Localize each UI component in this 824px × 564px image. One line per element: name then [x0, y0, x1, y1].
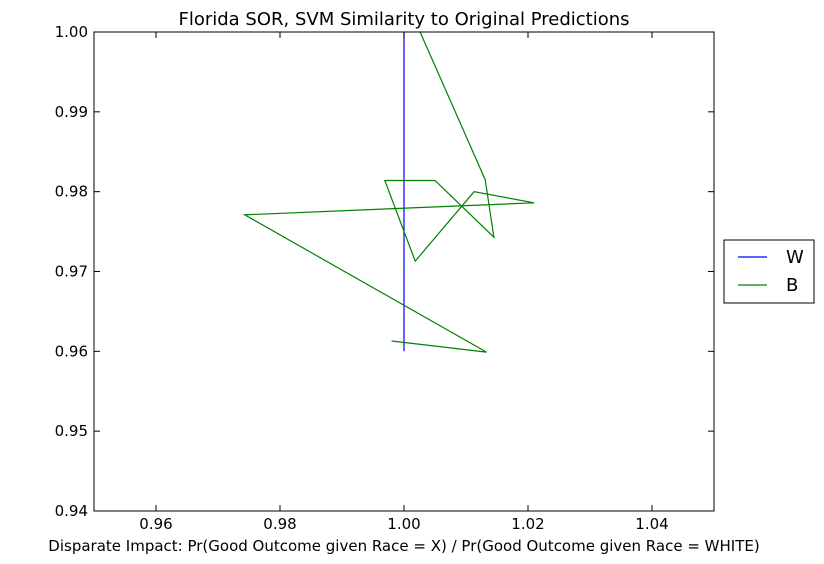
- ticks-layer: 0.96 0.98 1.00 1.02 1.04 0.94 0.95 0.96 0.97 0.98…: [55, 23, 714, 533]
- series-line-b: [242, 31, 535, 353]
- legend-items: WB: [738, 247, 804, 296]
- x-tick-label: 1.00: [387, 515, 420, 533]
- x-axis-label: Disparate Impact: Pr(Good Outcome given …: [48, 537, 759, 555]
- y-tick-label: 0.96: [55, 342, 88, 360]
- legend-label-b: B: [786, 275, 798, 296]
- y-tick-label: 0.94: [55, 502, 88, 520]
- x-tick-label: 1.02: [511, 515, 544, 533]
- y-tick-label: 0.95: [55, 422, 88, 440]
- x-tick-label: 0.98: [263, 515, 296, 533]
- legend: WB: [723, 239, 815, 304]
- legend-frame: [723, 239, 815, 304]
- y-tick-label: 1.00: [55, 23, 88, 41]
- x-tick-label: 1.04: [635, 515, 668, 533]
- y-tick-label: 0.99: [55, 103, 88, 121]
- y-tick-label: 0.97: [55, 263, 88, 281]
- x-tick-label: 0.96: [139, 515, 172, 533]
- chart-title: Florida SOR, SVM Similarity to Original …: [178, 9, 629, 30]
- y-tick-label: 0.98: [55, 183, 88, 201]
- series-layer: [242, 31, 535, 353]
- legend-label-w: W: [786, 247, 804, 268]
